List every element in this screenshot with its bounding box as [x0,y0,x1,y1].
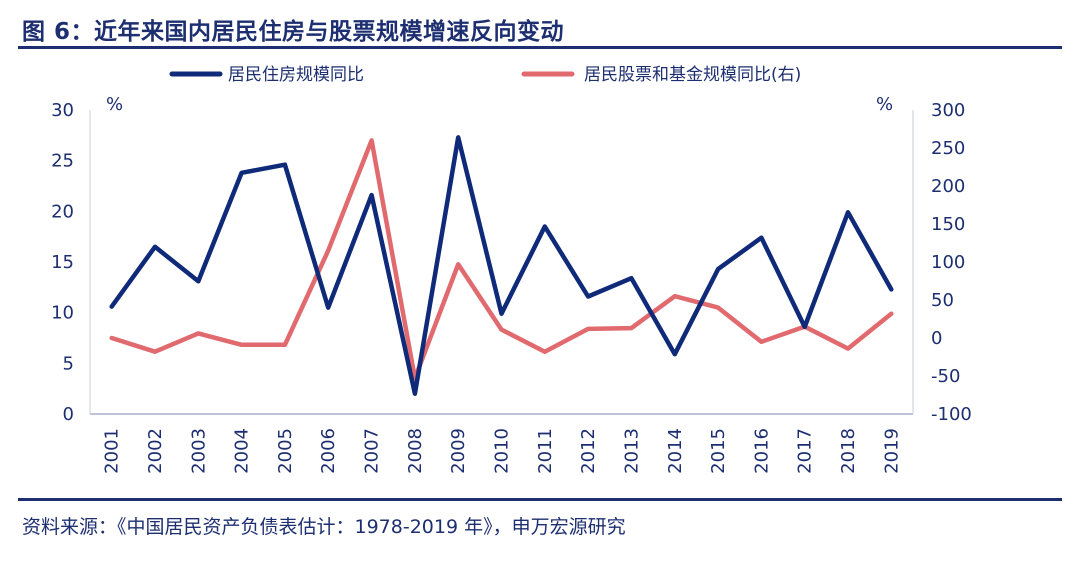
legend-label-stock-fund: 居民股票和基金规模同比(右) [584,65,801,85]
right-unit-label: % [876,94,893,115]
right-tick-label: 300 [931,100,965,121]
x-tick-label: 2017 [795,428,816,474]
right-tick-label: 0 [931,328,942,349]
x-tick-label: 2007 [362,428,383,474]
x-tick-label: 2018 [838,428,859,474]
right-tick-label: -100 [931,404,972,425]
x-tick-label: 2004 [232,428,253,474]
x-tick-label: 2012 [578,428,599,474]
left-tick-label: 0 [63,404,74,425]
x-tick-label: 2011 [535,428,556,474]
x-tick-label: 2003 [188,428,209,474]
right-tick-label: 50 [931,290,954,311]
x-tick-label: 2005 [275,428,296,474]
left-tick-label: 5 [63,353,74,374]
chart-title: 图 6：近年来国内居民住房与股票规模增速反向变动 [22,19,565,45]
x-tick-label: 2016 [751,428,772,474]
x-tick-label: 2010 [492,428,513,474]
axes: 0 5 10 15 20 25 30 -100 -50 0 50 100 150 200 250 300% % 2… [51,94,972,474]
right-tick-label: 200 [931,176,965,197]
x-tick-label: 2002 [145,428,166,474]
x-tick-label: 2001 [102,428,123,474]
legend: 居民住房规模同比 居民股票和基金规模同比(右) [169,65,801,85]
x-tick-label: 2015 [708,428,729,474]
right-tick-label: 150 [931,214,965,235]
right-tick-label: -50 [931,366,960,387]
legend-label-housing: 居民住房规模同比 [228,65,364,85]
source-rule [18,498,1062,501]
left-tick-label: 20 [51,201,74,222]
source-note: 资料来源：《中国居民资产负债表估计：1978-2019 年》，申万宏源研究 [22,516,626,538]
x-tick-label: 2014 [665,428,686,474]
left-tick-label: 30 [51,100,74,121]
x-tick-label: 2013 [621,428,642,474]
left-unit-label: % [106,94,123,115]
right-tick-label: 100 [931,252,965,273]
x-tick-label: 2008 [405,428,426,474]
title-rule [18,46,1062,49]
housing-series-line [109,135,894,396]
left-tick-label: 10 [51,303,74,324]
series-layer [109,135,894,396]
x-tick-label: 2006 [318,428,339,474]
x-tick-label: 2019 [881,428,902,474]
right-tick-label: 250 [931,138,965,159]
left-tick-label: 15 [51,252,74,273]
left-tick-label: 25 [51,151,74,172]
x-tick-label: 2009 [448,428,469,474]
